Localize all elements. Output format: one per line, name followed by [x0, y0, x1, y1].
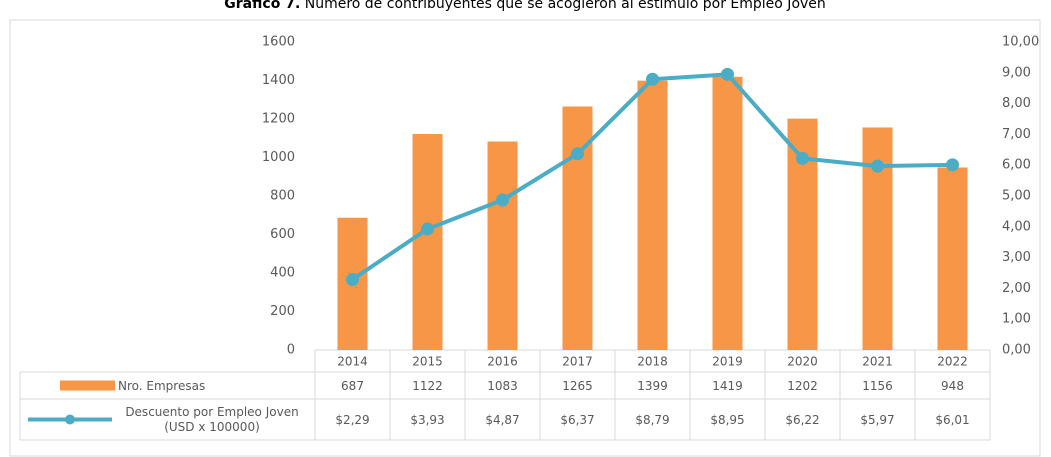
bar — [637, 80, 668, 350]
title-text: Número de contribuyentes que se acogiero… — [305, 0, 826, 12]
bar — [562, 106, 593, 350]
table-value: $6,37 — [560, 413, 594, 427]
title-label: Gráfico 7. — [224, 0, 300, 12]
table-value: $5,97 — [860, 413, 894, 427]
y2-tick-label: 0,00 — [1002, 343, 1031, 358]
line-marker — [946, 158, 959, 172]
table-value: $3,93 — [410, 413, 444, 427]
y2-tick-label: 8,00 — [1002, 96, 1031, 111]
table-value: $2,29 — [335, 413, 369, 427]
y2-tick-label: 1,00 — [1002, 312, 1031, 327]
x-tick-label: 2016 — [487, 355, 518, 369]
y-tick-label: 1000 — [262, 150, 295, 165]
bar — [937, 167, 968, 350]
line-marker — [871, 159, 884, 173]
table-value: 1419 — [712, 379, 743, 393]
table-value: 1156 — [862, 379, 893, 393]
x-tick-label: 2018 — [637, 355, 668, 369]
x-tick-label: 2017 — [562, 355, 593, 369]
x-tick-label: 2014 — [337, 355, 368, 369]
table-value: $8,95 — [710, 413, 744, 427]
y2-tick-label: 6,00 — [1002, 158, 1031, 173]
y-tick-label: 1200 — [262, 112, 295, 127]
y2-tick-label: 2,00 — [1002, 281, 1031, 296]
bar — [487, 141, 518, 350]
y2-tick-label: 9,00 — [1002, 65, 1031, 80]
legend-label: Nro. Empresas — [118, 379, 205, 393]
chart-border — [9, 19, 1041, 457]
y2-tick-label: 10,00 — [1002, 35, 1039, 50]
bar — [412, 134, 443, 350]
line-marker — [646, 72, 659, 86]
line-marker — [721, 67, 734, 81]
bar — [712, 76, 743, 350]
table-value: $4,87 — [485, 413, 519, 427]
y2-tick-label: 3,00 — [1002, 250, 1031, 265]
x-tick-label: 2021 — [862, 355, 893, 369]
table-value: 1122 — [412, 379, 443, 393]
line-marker — [346, 272, 359, 286]
y2-tick-label: 7,00 — [1002, 127, 1031, 142]
y-tick-label: 600 — [270, 227, 295, 242]
chart-title: Gráfico 7. Número de contribuyentes que … — [224, 0, 826, 12]
line-marker — [571, 147, 584, 161]
x-tick-label: 2015 — [412, 355, 443, 369]
legend-swatch — [65, 414, 75, 425]
legend-label: Descuento por Empleo Joven (USD x 100000… — [125, 404, 299, 434]
table-value: $6,01 — [935, 413, 969, 427]
legend-label-box: Descuento por Empleo Joven (USD x 100000… — [125, 404, 299, 434]
table-value: 1265 — [562, 379, 593, 393]
x-tick-label: 2020 — [787, 355, 818, 369]
y-tick-label: 1400 — [262, 73, 295, 88]
line-marker — [496, 193, 509, 207]
table-value: 687 — [341, 379, 364, 393]
line-marker — [796, 151, 809, 165]
legend-swatch — [60, 380, 115, 391]
x-tick-label: 2022 — [937, 355, 968, 369]
y-tick-label: 800 — [270, 189, 295, 204]
table-value: $8,79 — [635, 413, 669, 427]
y-tick-label: 400 — [270, 266, 295, 281]
table-value: 948 — [941, 379, 964, 393]
table-value: 1399 — [637, 379, 668, 393]
y2-tick-label: 5,00 — [1002, 189, 1031, 204]
x-tick-label: 2019 — [712, 355, 743, 369]
y2-tick-label: 4,00 — [1002, 219, 1031, 234]
line-marker — [421, 222, 434, 236]
table-value: $6,22 — [785, 413, 819, 427]
y-tick-label: 200 — [270, 304, 295, 319]
y-tick-label: 1600 — [262, 35, 295, 50]
y-tick-label: 0 — [287, 343, 295, 358]
table-value: 1083 — [487, 379, 518, 393]
table-value: 1202 — [787, 379, 818, 393]
